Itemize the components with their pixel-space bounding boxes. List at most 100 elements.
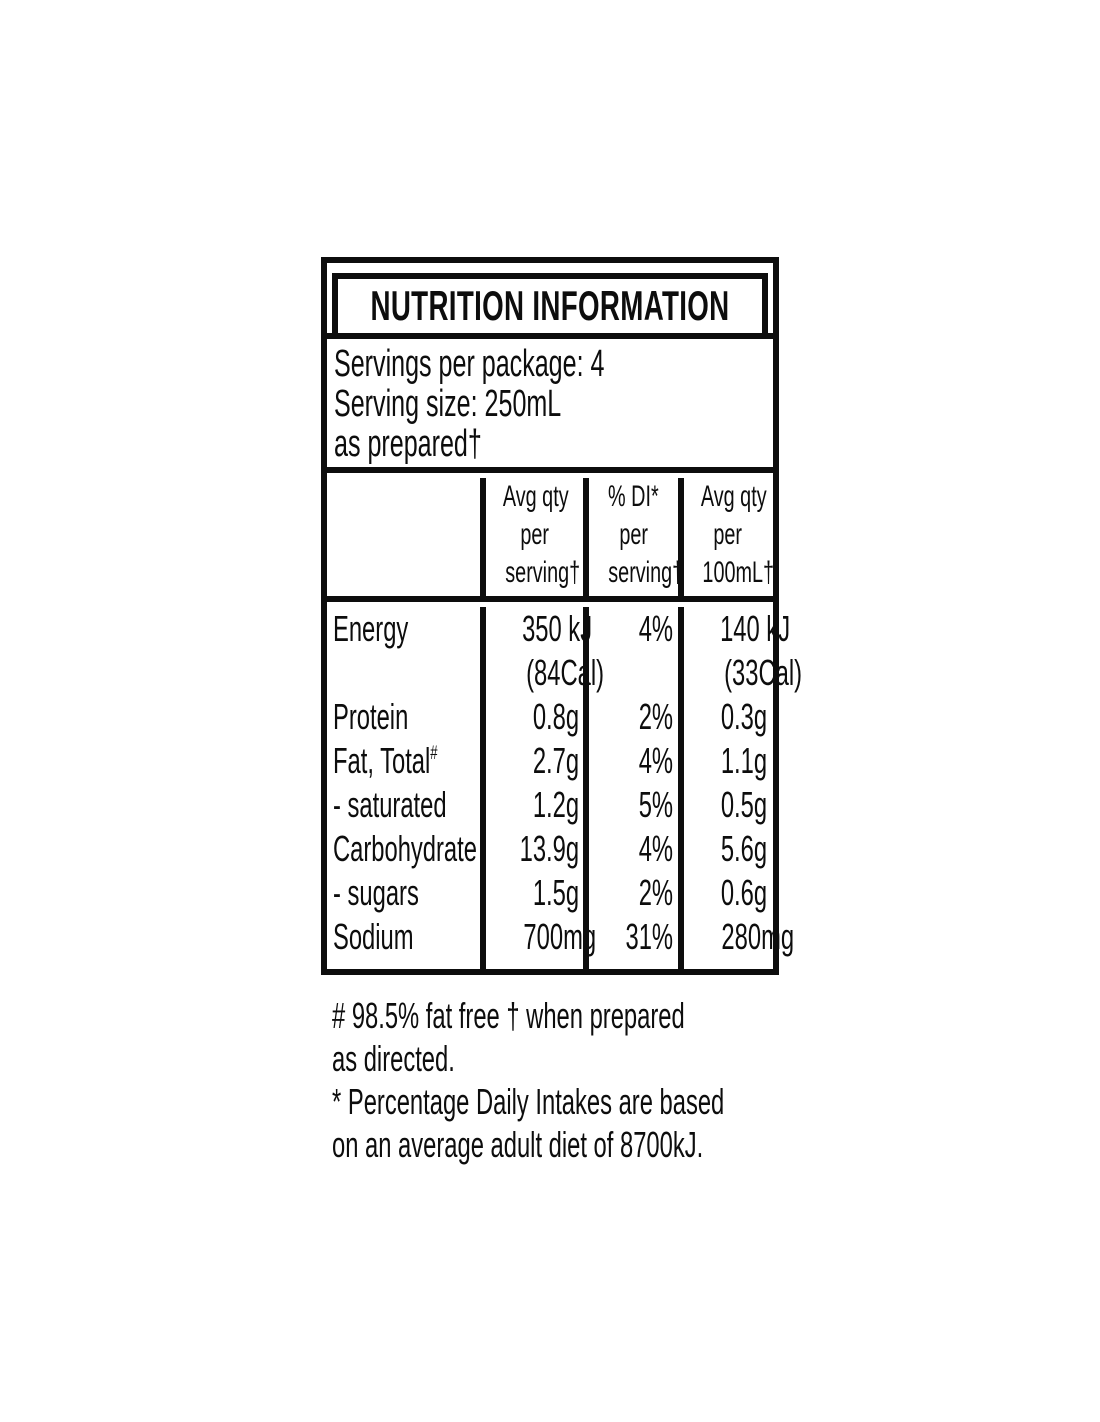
header-text: serving†	[505, 556, 581, 589]
nutrient-label: Protein	[333, 696, 409, 737]
nutrient-line: 0.6g	[684, 871, 767, 915]
daily-intake-value: 2%	[638, 696, 673, 737]
per-100ml-value: 1.1g	[720, 740, 767, 781]
per-100ml-value: 0.6g	[720, 872, 767, 913]
header-line: per	[684, 516, 772, 554]
nutrient-line: 0.3g	[684, 695, 767, 739]
footnote-text: as directed.	[332, 1038, 455, 1079]
header-text: % DI*	[608, 480, 659, 513]
per-serving-value: 1.2g	[532, 784, 579, 825]
header-text: per	[619, 518, 648, 551]
daily-intake-value: 4%	[638, 740, 673, 781]
per-100ml-value: 140 kJ	[720, 608, 791, 649]
per-100ml-value: 0.3g	[720, 696, 767, 737]
footnote-marker: #	[430, 742, 438, 764]
nutrient-line: 280mg	[684, 915, 794, 959]
nutrient-line: Protein	[333, 695, 480, 739]
per-serving-value: 1.5g	[532, 872, 579, 913]
column-header-avg-qty-per-serving: Avg qty per serving†	[480, 478, 583, 596]
footnote-fat-free: # 98.5% fat free † when prepared as dire…	[332, 994, 926, 1080]
daily-intake-value: 4%	[638, 608, 673, 649]
serving-size-line: Serving size: 250mL	[334, 384, 768, 424]
per-100ml-value: 280mg	[721, 916, 795, 957]
nutrient-label: Carbohydrate	[333, 828, 477, 869]
panel-title-section: NUTRITION INFORMATION	[327, 263, 773, 339]
header-line: % DI*	[589, 478, 678, 516]
nutrient-line: - sugars	[333, 871, 480, 915]
footnote-text: # 98.5% fat free † when prepared	[332, 995, 685, 1036]
column-header-percent-di: % DI* per serving†	[583, 478, 683, 596]
nutrient-line: 31%	[589, 915, 673, 959]
per-serving-value: 700mg	[523, 916, 597, 957]
per-serving-value: 2.7g	[532, 740, 579, 781]
footnote-line: # 98.5% fat free † when prepared	[332, 994, 926, 1037]
header-line: per	[486, 516, 583, 554]
nutrient-line: 4%	[589, 739, 673, 783]
header-line: serving†	[486, 554, 583, 592]
header-text: 100mL†	[702, 556, 774, 589]
footnote-text: on an average adult diet of 8700kJ.	[332, 1124, 704, 1165]
column-header-avg-qty-per-100ml: Avg qty per 100mL†	[678, 478, 774, 596]
header-line: Avg qty	[486, 478, 583, 516]
nutrient-line: 140 kJ	[684, 607, 790, 651]
nutrient-line: Carbohydrate	[333, 827, 480, 871]
header-line: serving†	[589, 554, 683, 592]
nutrient-line: 5%	[589, 783, 673, 827]
daily-intake-value: 4%	[638, 828, 673, 869]
daily-intake-value: 5%	[638, 784, 673, 825]
per-100ml-column: 140 kJ (33Cal) 0.3g 1.1g 0.5g 5.6g 0.6g 280mg	[678, 607, 802, 969]
nutrient-line: 5.6g	[684, 827, 767, 871]
nutrient-line: 2%	[589, 695, 673, 739]
daily-intake-value: 31%	[625, 916, 673, 957]
nutrient-line: 2%	[589, 871, 673, 915]
nutrient-label: Sodium	[333, 916, 414, 957]
nutrient-line: 1.5g	[486, 871, 579, 915]
nutrient-line: Fat, Total#	[333, 739, 480, 783]
per-serving-value: (84Cal)	[526, 652, 605, 693]
per-serving-column: 350 kJ (84Cal) 0.8g 2.7g 1.2g 13.9g 1.5g 700mg	[480, 607, 604, 969]
footnote-line: as directed.	[332, 1037, 926, 1080]
footnote-text: * Percentage Daily Intakes are based	[332, 1081, 725, 1122]
servings-per-package-line: Servings per package: 4	[334, 344, 768, 384]
nutrient-line: Energy	[333, 607, 480, 651]
header-text: serving†	[608, 556, 684, 589]
footnotes-section: # 98.5% fat free † when prepared as dire…	[332, 994, 926, 1166]
nutrition-information-panel: NUTRITION INFORMATION Servings per packa…	[321, 257, 802, 975]
nutrient-label: - saturated	[333, 784, 447, 825]
nutrient-label: Energy	[333, 608, 409, 649]
per-100ml-value: (33Cal)	[724, 652, 803, 693]
header-line: per	[589, 516, 678, 554]
per-100ml-value: 5.6g	[720, 828, 767, 869]
nutrient-line: Sodium	[333, 915, 480, 959]
nutrient-line: 2.7g	[486, 739, 579, 783]
footnote-line: on an average adult diet of 8700kJ.	[332, 1123, 926, 1166]
header-line: Avg qty	[684, 478, 772, 516]
nutrient-line: - saturated	[333, 783, 480, 827]
header-text: Avg qty	[700, 480, 767, 513]
header-text: Avg qty	[502, 480, 569, 513]
nutrient-line: 700mg	[486, 915, 596, 959]
footnote-line: * Percentage Daily Intakes are based	[332, 1080, 926, 1123]
daily-intake-value: 2%	[638, 872, 673, 913]
footnote-daily-intake: * Percentage Daily Intakes are based on …	[332, 1080, 926, 1166]
nutrient-label-column: Energy Protein Fat, Total# - saturated Carbo…	[327, 607, 480, 969]
panel-title: NUTRITION INFORMATION	[370, 282, 730, 329]
serving-info-section: Servings per package: 4 Serving size: 25…	[327, 339, 773, 473]
nutrient-label: Fat, Total#	[333, 740, 438, 781]
nutrient-line: 1.2g	[486, 783, 579, 827]
nutrient-line: 13.9g	[486, 827, 579, 871]
column-header-row: Avg qty per serving† % DI* per serving† …	[327, 473, 774, 602]
nutrient-line: 350 kJ	[486, 607, 592, 651]
nutrient-label: - sugars	[333, 872, 419, 913]
header-text: per	[713, 518, 743, 551]
nutrient-line: 4%	[589, 827, 673, 871]
per-serving-value: 350 kJ	[522, 608, 593, 649]
per-100ml-value: 0.5g	[720, 784, 767, 825]
nutrient-table-body: Energy Protein Fat, Total# - saturated Carbo…	[327, 602, 802, 969]
nutrient-line: 0.8g	[486, 695, 579, 739]
nutrient-line: 0.5g	[684, 783, 767, 827]
header-text: per	[520, 518, 549, 551]
column-header-empty	[327, 478, 480, 596]
nutrient-line: 4%	[589, 607, 673, 651]
